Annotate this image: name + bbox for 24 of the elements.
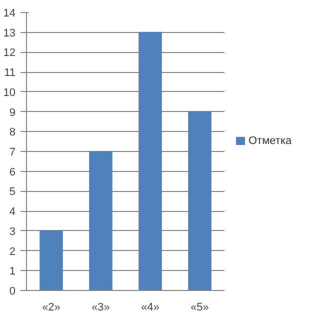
x-tick-label: «5»: [190, 302, 209, 314]
x-tick-label: «3»: [92, 302, 110, 314]
y-tick-label: 3: [9, 226, 16, 238]
y-tick-label: 5: [9, 186, 16, 198]
legend-label: Отметка: [248, 134, 292, 147]
y-tick-label: 9: [9, 106, 16, 119]
y-tick-label: 7: [9, 146, 16, 158]
x-tick-label: «2»: [42, 302, 60, 314]
bar: [40, 230, 63, 290]
bar: [89, 151, 112, 290]
y-tick-label: 10: [3, 86, 16, 99]
y-tick-label: 4: [9, 206, 16, 218]
y-tick-label: 12: [3, 47, 16, 60]
bar: [138, 32, 162, 290]
y-tick-label: 1: [9, 266, 16, 278]
y-tick-label: 8: [9, 126, 16, 139]
y-tick-label: 14: [3, 8, 16, 20]
y-tick-label: 0: [9, 286, 16, 298]
x-tick-label: «4»: [141, 302, 160, 314]
y-tick-label: 6: [9, 166, 16, 178]
bar: [188, 111, 212, 290]
y-tick-label: 13: [3, 27, 16, 40]
y-tick-label: 2: [9, 246, 16, 258]
y-tick-label: 11: [4, 67, 16, 80]
